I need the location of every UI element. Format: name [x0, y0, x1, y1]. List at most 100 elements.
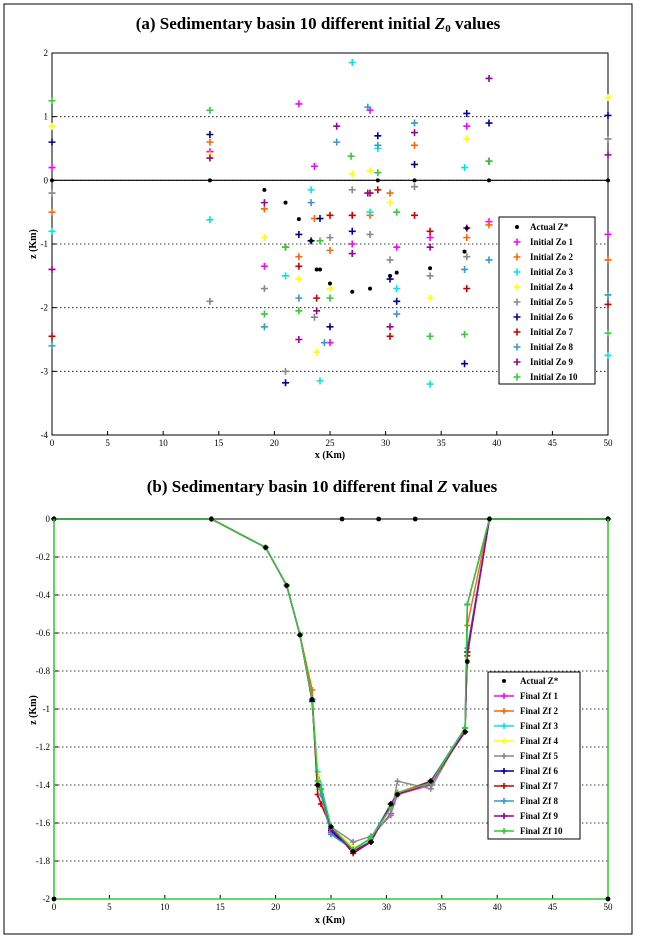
panel-b-actual-point: [376, 516, 382, 522]
panel-b-y-tick-label: -1.2: [36, 742, 50, 752]
panel-a-point: [364, 189, 372, 197]
panel-a-point: [326, 294, 334, 302]
panel-b-x-tick-label: 40: [493, 902, 503, 912]
panel-a-point: [411, 183, 419, 191]
panel-a-legend-marker: [513, 328, 521, 336]
panel-b-actual-point: [412, 516, 418, 522]
panel-b-plot: -2 -1.8 -1.6 -1.4 -1.2 -1 -0.8 -0.6 -0.4 -0.2 0 0 5 1…: [28, 514, 613, 926]
panel-b-actual-point: [464, 659, 470, 664]
panel-a-legend-label: Initial Zo 6: [530, 312, 574, 322]
panel-b-point: [394, 778, 401, 785]
panel-a-point: [206, 138, 214, 146]
panel-b-actual-point: [297, 632, 303, 638]
panel-b-legend-marker: [501, 738, 507, 744]
panel-a-actual-point: [375, 178, 380, 183]
panel-a-point: [461, 330, 469, 338]
panel-a-y-tick-label: -4: [41, 430, 49, 440]
panel-a-legend-marker: [513, 358, 521, 366]
panel-a-point: [260, 234, 268, 242]
panel-a-legend-label: Initial Zo 10: [530, 372, 578, 382]
panel-b-actual-point: [487, 516, 492, 522]
panel-b-legend-marker: [501, 828, 507, 834]
figure-frame: [3, 3, 633, 935]
panel-a-legend-box: [498, 216, 596, 385]
panel-a-point: [326, 246, 334, 254]
panel-a-point: [463, 285, 471, 293]
panel-a-point: [604, 151, 612, 159]
panel-a-legend-marker: [513, 283, 521, 291]
panel-a-x-tick-label: 50: [604, 438, 614, 448]
panel-a-point: [295, 262, 303, 270]
panel-a-point: [461, 164, 469, 172]
panel-a-actual-point: [412, 178, 417, 183]
panel-a-point: [604, 300, 612, 308]
panel-b-legend-label: Final Zf 1: [520, 691, 559, 701]
panel-a-y-tick-label: 0: [44, 175, 49, 185]
panel-a-point: [463, 122, 471, 130]
panel-a-point: [426, 227, 434, 235]
panel-a-point: [260, 205, 268, 213]
panel-a-point: [463, 135, 471, 143]
panel-a-legend-label: Initial Zo 4: [530, 282, 574, 292]
panel-b-x-tick-label: 5: [107, 902, 112, 912]
panel-a-point: [307, 186, 315, 194]
panel-a-point: [485, 256, 493, 264]
panel-b-actual-point: [328, 824, 334, 830]
panel-a-legend-label: Initial Zo 2: [530, 252, 574, 262]
panel-a-point: [206, 154, 214, 162]
panel-a-point: [326, 285, 334, 293]
panel-a-marks: [48, 59, 612, 388]
panel-a-point: [485, 157, 493, 165]
panel-a-point: [463, 109, 471, 117]
panel-a-series-9: [48, 74, 612, 343]
panel-a-actual-point: [207, 178, 212, 183]
panel-a-y-axis-label: z (Km): [28, 229, 39, 259]
panel-b-point: [427, 785, 434, 792]
panel-b-actual-point: [284, 583, 290, 588]
panel-a-point: [295, 307, 303, 315]
panel-a-legend-marker: [513, 298, 521, 306]
panel-a-point: [48, 227, 56, 235]
panel-a-point: [348, 186, 356, 194]
panel-a-point: [316, 377, 324, 385]
panel-b-actual-point: [428, 778, 434, 784]
panel-b-legend-label: Final Zf 5: [520, 751, 559, 761]
panel-a-actual-point: [296, 217, 301, 222]
panel-a-point: [295, 336, 303, 343]
panel-b-y-tick-label: -1.4: [36, 780, 51, 790]
panel-b-point: [464, 601, 471, 608]
panel-a-legend-marker: [513, 313, 521, 321]
panel-a-series-8: [48, 103, 612, 350]
panel-a-point: [348, 227, 356, 235]
panel-a-point: [426, 332, 434, 340]
panel-a-point: [206, 297, 214, 305]
panel-a-legend-label: Initial Zo 8: [530, 342, 574, 352]
panel-b-x-tick-label: 0: [52, 902, 57, 912]
panel-a-legend-marker: [513, 373, 521, 381]
panel-a-y-tick-label: -1: [41, 239, 49, 249]
panel-a-point: [48, 164, 56, 172]
panel-a-point: [393, 208, 401, 216]
panel-a-point: [307, 199, 315, 207]
panel-a-y-tick-label: -2: [41, 303, 49, 313]
panel-a-point: [206, 106, 214, 114]
panel-a-point: [48, 208, 56, 216]
panel-b-y-tick-label: -1: [43, 704, 51, 714]
panel-a-point: [426, 294, 434, 302]
panel-a-legend-label: Initial Zo 5: [530, 297, 574, 307]
panel-a-point: [393, 243, 401, 251]
panel-a-actual-point: [309, 238, 314, 243]
panel-a-x-tick-label: 20: [270, 438, 280, 448]
panel-a-point: [485, 74, 493, 82]
panel-a-point: [386, 332, 394, 340]
panel-b-legend-marker: [501, 753, 507, 759]
panel-b-actual-series: [51, 516, 611, 854]
panel-a-point: [604, 291, 612, 299]
panel-a-point: [426, 380, 434, 388]
panel-a-x-tick-label: 40: [492, 438, 502, 448]
panel-a-point: [374, 132, 382, 140]
panel-a-legend-marker: [513, 253, 521, 261]
panel-b-corner-point: [605, 896, 611, 902]
